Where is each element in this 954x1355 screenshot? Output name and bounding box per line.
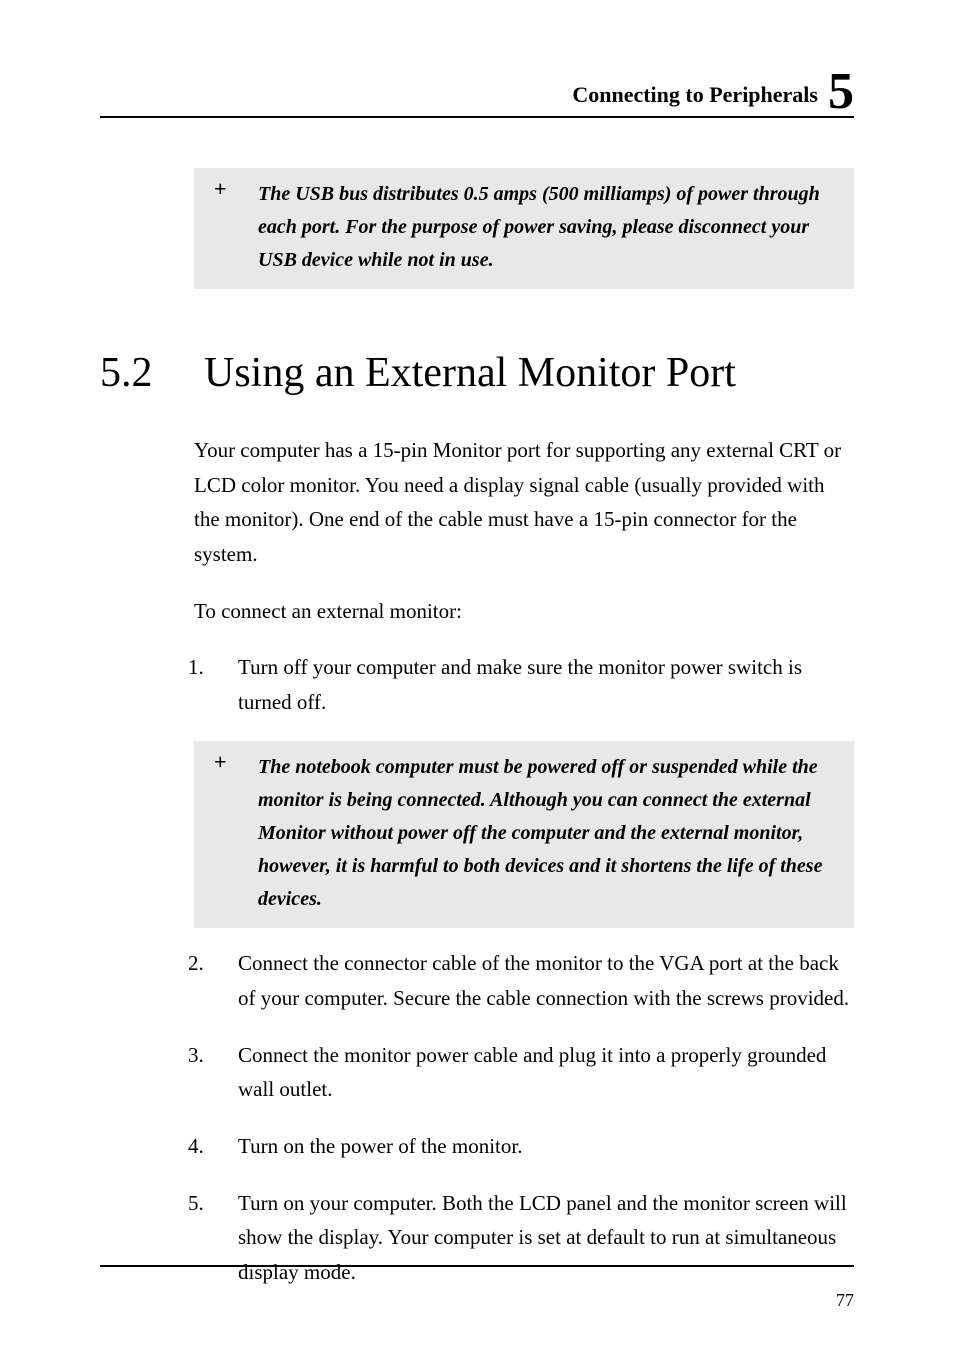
usb-power-note: + The USB bus distributes 0.5 amps (500 … <box>194 168 854 289</box>
intro-paragraph: Your computer has a 15-pin Monitor port … <box>194 433 854 572</box>
step-number: 1. <box>188 650 228 685</box>
step-number: 3. <box>188 1038 228 1073</box>
note-text: The USB bus distributes 0.5 amps (500 mi… <box>258 178 834 277</box>
section-number: 5.2 <box>90 349 204 397</box>
step-text: Turn on your computer. Both the LCD pane… <box>238 1191 847 1284</box>
step-text: Connect the monitor power cable and plug… <box>238 1043 826 1102</box>
step-text: Turn off your computer and make sure the… <box>238 655 802 714</box>
steps-list-part1: 1. Turn off your computer and make sure … <box>188 650 854 719</box>
running-title: Connecting to Peripherals <box>572 82 818 107</box>
step-number: 5. <box>188 1186 228 1221</box>
step-text: Turn on the power of the monitor. <box>238 1134 522 1158</box>
section-heading: 5.2 Using an External Monitor Port <box>90 349 854 397</box>
list-item: 3. Connect the monitor power cable and p… <box>188 1038 854 1107</box>
list-item: 1. Turn off your computer and make sure … <box>188 650 854 719</box>
note-marker-icon: + <box>214 176 227 202</box>
list-item: 4. Turn on the power of the monitor. <box>188 1129 854 1164</box>
lead-in: To connect an external monitor: <box>194 594 854 629</box>
power-off-note: + The notebook computer must be powered … <box>194 741 854 928</box>
page: Connecting to Peripherals 5 + The USB bu… <box>0 0 954 1355</box>
running-header: Connecting to Peripherals 5 <box>100 60 854 112</box>
note-marker-icon: + <box>214 749 227 775</box>
footer-rule <box>100 1265 854 1267</box>
step-text: Connect the connector cable of the monit… <box>238 951 849 1010</box>
body-continued: 2. Connect the connector cable of the mo… <box>194 946 854 1289</box>
header-rule <box>100 116 854 118</box>
section-title: Using an External Monitor Port <box>204 349 854 397</box>
note-text: The notebook computer must be powered of… <box>258 751 834 916</box>
step-number: 2. <box>188 946 228 981</box>
list-item: 2. Connect the connector cable of the mo… <box>188 946 854 1015</box>
steps-list-part2: 2. Connect the connector cable of the mo… <box>188 946 854 1289</box>
chapter-number: 5 <box>828 63 854 120</box>
step-number: 4. <box>188 1129 228 1164</box>
list-item: 5. Turn on your computer. Both the LCD p… <box>188 1186 854 1290</box>
body: Your computer has a 15-pin Monitor port … <box>194 433 854 719</box>
page-number: 77 <box>836 1290 854 1311</box>
